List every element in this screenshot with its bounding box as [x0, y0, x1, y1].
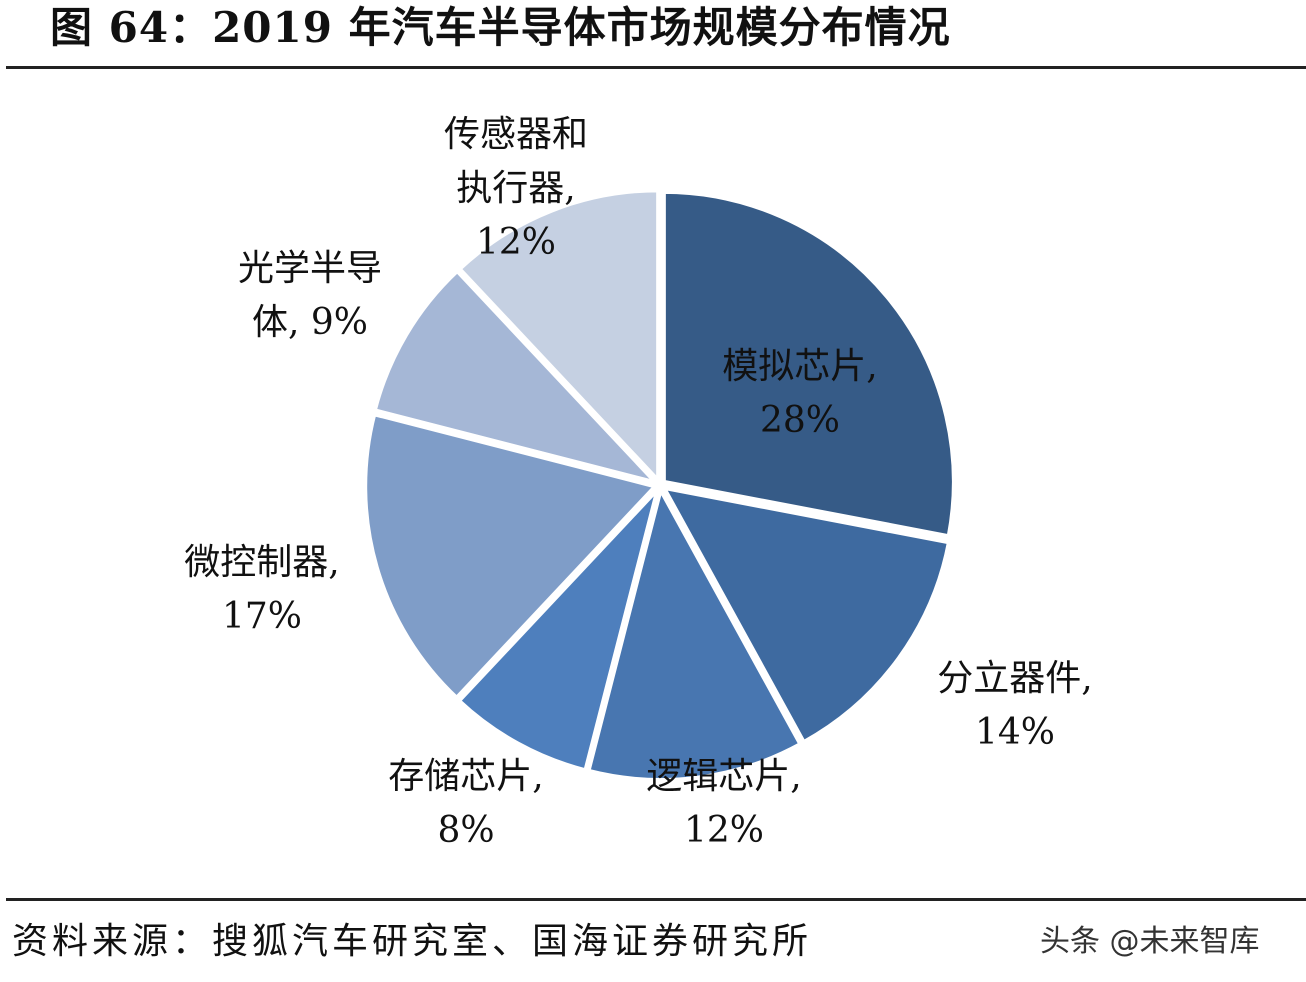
label-name: 分立器件,	[937, 658, 1093, 699]
pie-slice-analog-chips	[661, 189, 956, 539]
watermark: 头条 @未来智库	[1040, 924, 1260, 959]
pie-slice-logic-chips	[586, 484, 804, 782]
source-divider	[6, 898, 1306, 901]
title-divider	[6, 66, 1306, 69]
pie-slice-discrete-devices	[660, 485, 952, 745]
label-microcontrollers: 微控制器, 17%	[152, 536, 372, 644]
label-name: 光学半导	[237, 248, 382, 289]
source-note: 资料来源：搜狐汽车研究室、国海证券研究所	[12, 921, 813, 962]
pie-slice-microcontrollers	[363, 411, 659, 701]
label-memory-chips: 存储芯片, 8%	[356, 750, 576, 858]
label-name: 传感器和	[443, 114, 588, 155]
pie-slice-sensors-actuators	[456, 188, 661, 486]
label-logic-chips: 逻辑芯片, 12%	[614, 750, 834, 858]
label-name-2: 执行器,	[456, 168, 576, 209]
label-value: 12%	[475, 222, 556, 263]
label-name: 逻辑芯片,	[646, 756, 802, 797]
label-value: 14%	[974, 712, 1055, 753]
label-value: 28%	[759, 400, 840, 441]
label-name: 模拟芯片,	[722, 346, 878, 387]
label-value: 8%	[437, 810, 495, 851]
label-value: 12%	[683, 810, 764, 851]
pie-chart-svg	[363, 188, 956, 782]
label-name: 存储芯片,	[388, 756, 544, 797]
label-discrete-devices: 分立器件, 14%	[905, 652, 1125, 760]
label-value: 体, 9%	[252, 302, 368, 343]
label-sensors-actuators: 传感器和 执行器, 12%	[406, 108, 626, 270]
pie-slice-memory-chips	[456, 488, 660, 773]
label-name: 微控制器,	[184, 542, 340, 583]
label-value: 17%	[221, 596, 302, 637]
label-optical-semiconductors: 光学半导 体, 9%	[200, 242, 420, 350]
pie-slice-optical-semiconductors	[372, 268, 662, 487]
pie-chart: 模拟芯片, 28% 分立器件, 14% 逻辑芯片, 12% 存储芯片, 8% 微…	[0, 70, 1306, 895]
label-analog-chips: 模拟芯片, 28%	[690, 340, 910, 448]
figure-title: 图 64：2019 年汽车半导体市场规模分布情况	[50, 3, 951, 52]
